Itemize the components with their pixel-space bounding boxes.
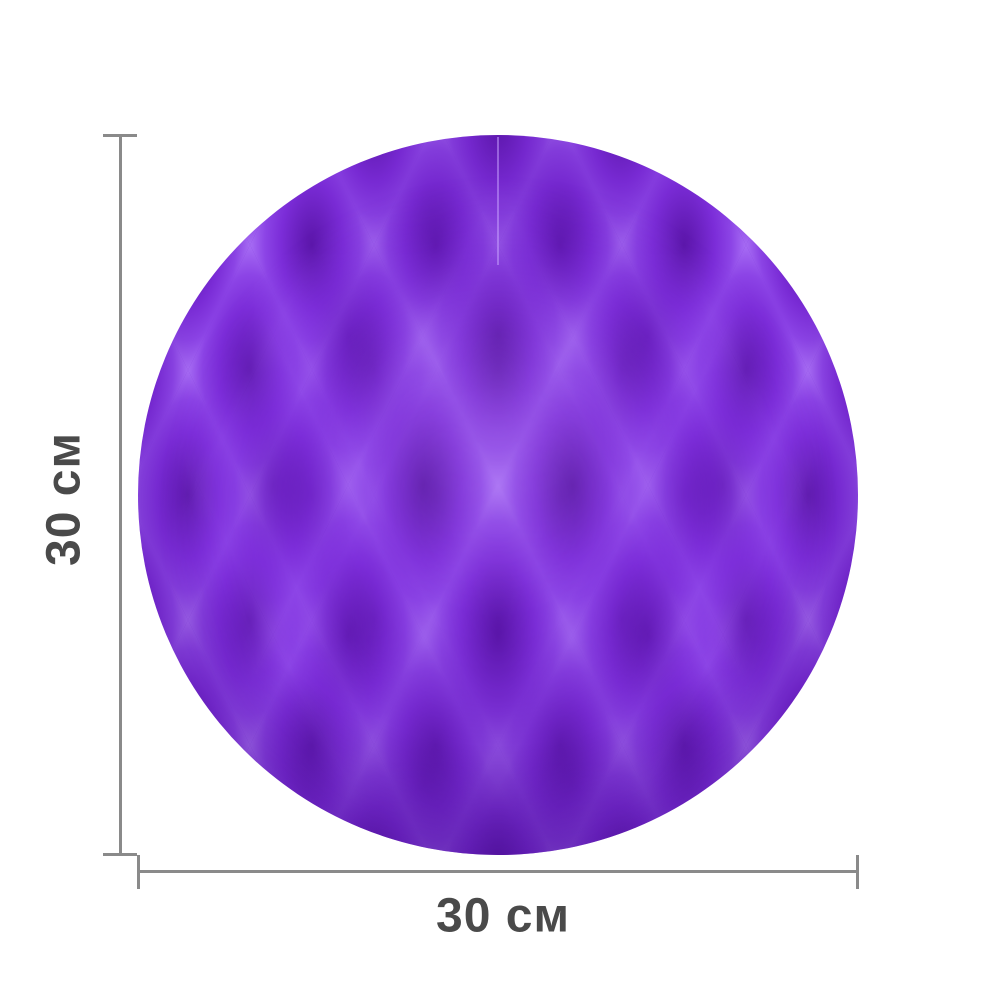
- width-dimension-cap-left: [137, 855, 140, 889]
- height-dimension-label: 30 см: [37, 432, 91, 566]
- width-dimension-label: 30 см: [436, 889, 570, 943]
- honeycomb-texture: [138, 135, 858, 855]
- height-dimension-cap-bottom: [103, 853, 137, 856]
- honeycomb-ball-image: [138, 135, 858, 855]
- height-dimension-cap-top: [103, 134, 137, 137]
- width-dimension-cap-right: [856, 855, 859, 889]
- height-dimension-line: [119, 135, 122, 855]
- width-dimension-line: [139, 870, 858, 873]
